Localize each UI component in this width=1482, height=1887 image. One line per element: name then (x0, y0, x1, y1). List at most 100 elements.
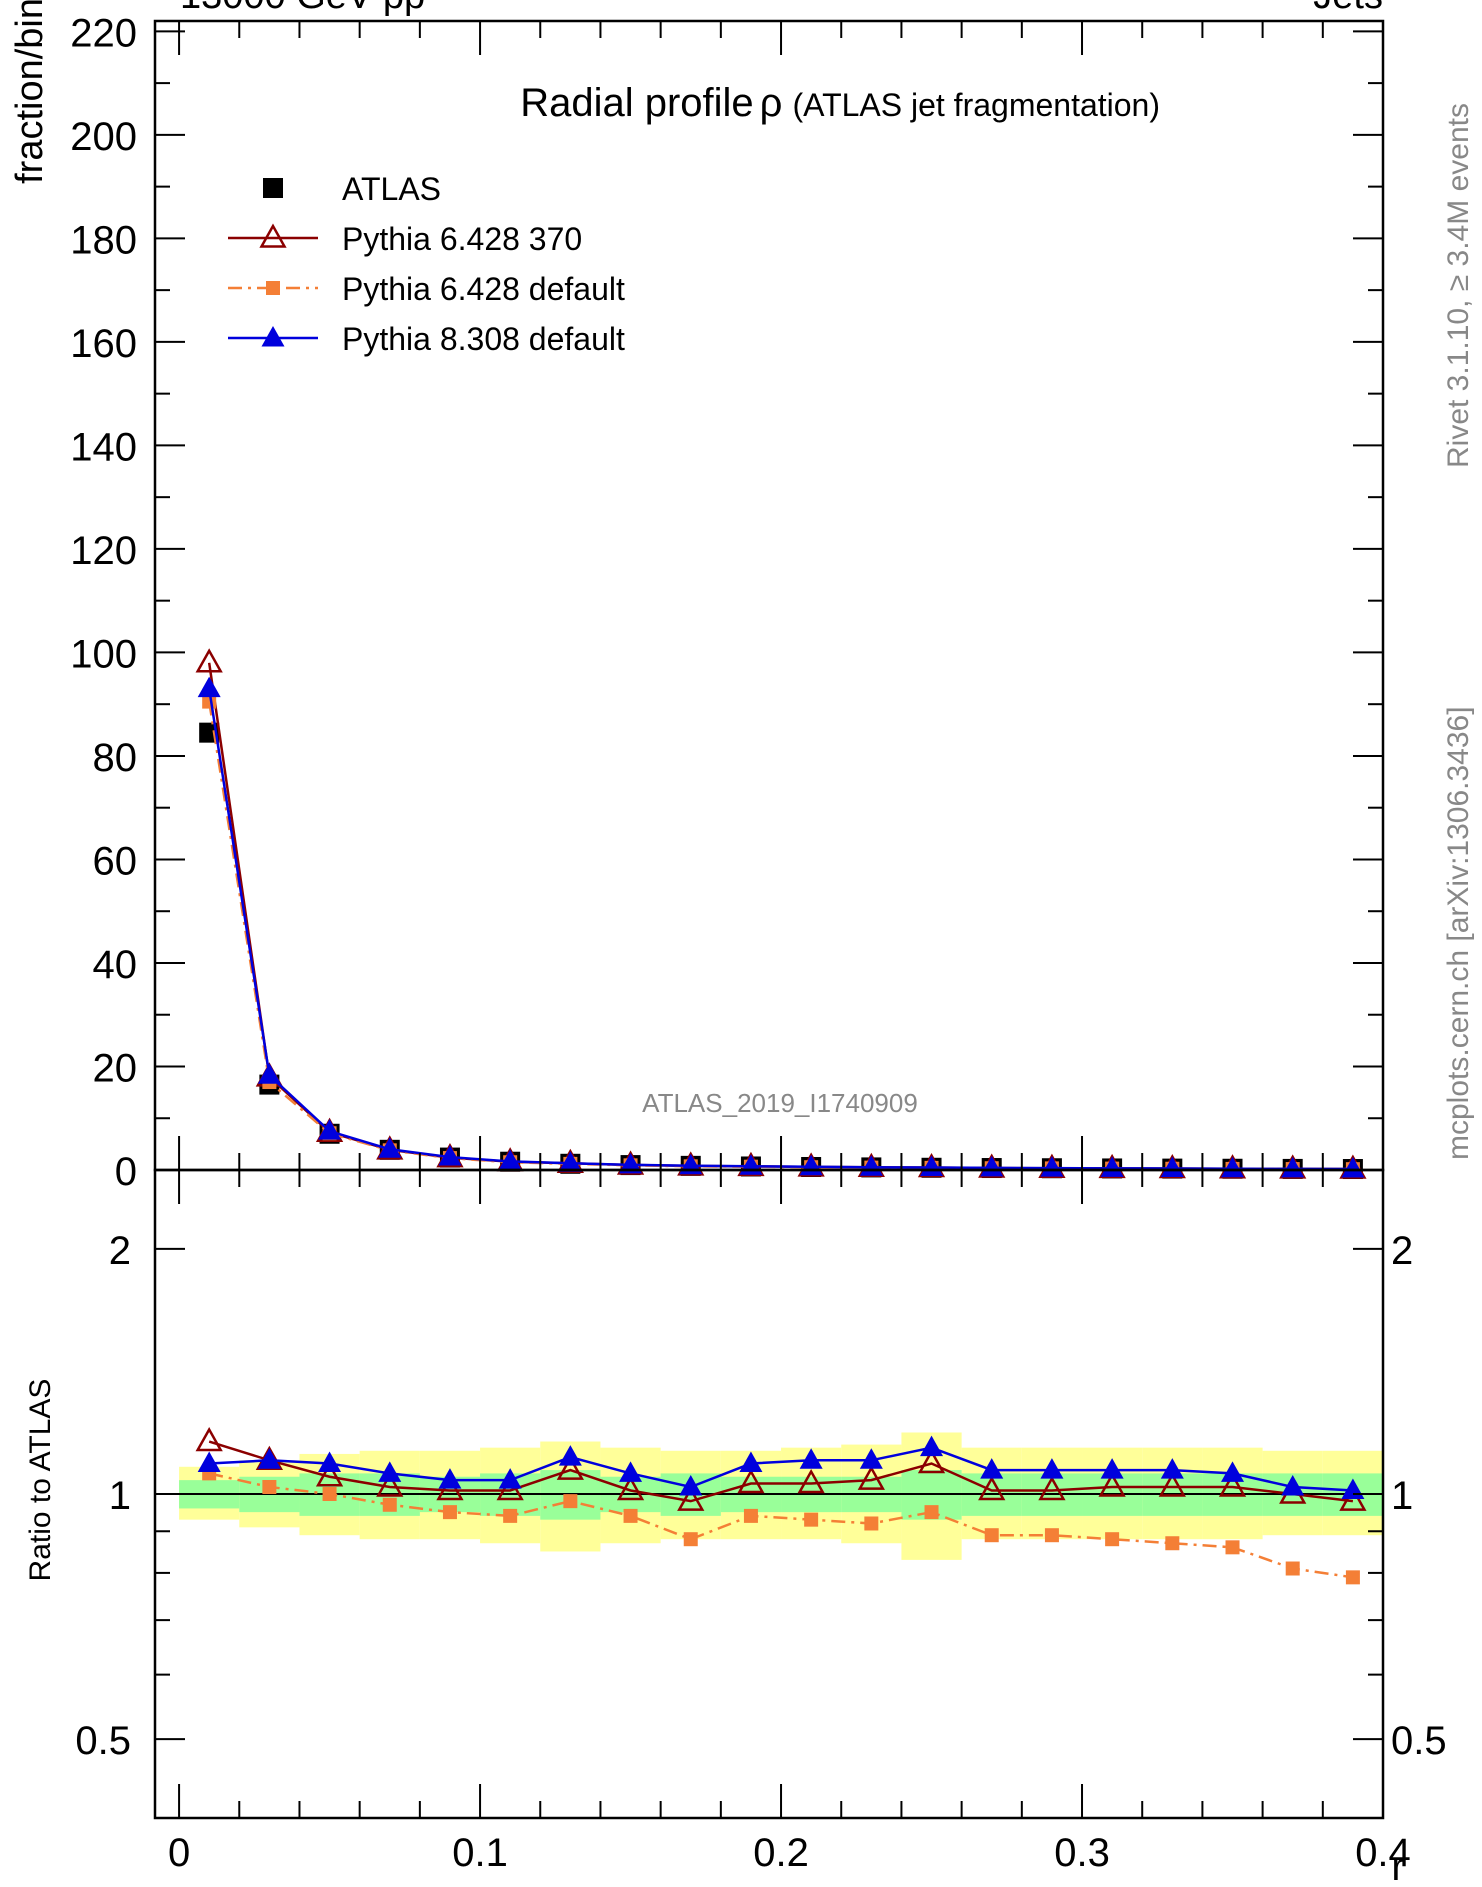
ratio-point-pythia-8-308-default (739, 1451, 763, 1473)
main-point-pythia-8-308-default (197, 676, 221, 698)
main-y-tick-label: 40 (93, 943, 138, 987)
ratio-point-pythia-8-308-default (558, 1445, 582, 1466)
ratio-point-pythia-8-308-default (859, 1448, 883, 1469)
ratio-point-pythia-8-308-default (257, 1448, 281, 1469)
main-point-pythia-8-308-default (257, 1063, 281, 1084)
ratio-point-pythia-6-428-370 (376, 1472, 404, 1497)
ratio-point-pythia-6-428-default (1345, 1570, 1360, 1585)
legend-label: Pythia 6.428 370 (342, 221, 582, 257)
ratio-point-pythia-8-308-default (498, 1468, 522, 1489)
ratio-point-pythia-6-428-default (864, 1516, 879, 1531)
main-point-pythia-8-308-default (1040, 1156, 1064, 1177)
ratio-point-pythia-8-308-default (980, 1458, 1004, 1479)
ratio-line-pythia-6-428-default (208, 1472, 1354, 1579)
main-point-pythia-8-308-default (378, 1137, 402, 1158)
main-point-pythia-8-308-default (1281, 1156, 1305, 1178)
ratio-point-pythia-6-428-default (1044, 1528, 1059, 1543)
analysis-tag: ATLAS_2019_I1740909 (642, 1088, 918, 1118)
ratio-point-pythia-6-428-370 (1339, 1486, 1367, 1511)
main-point-pythia-8-308-default (438, 1145, 462, 1166)
ratio-line-pythia-8-308-default (209, 1446, 1353, 1492)
main-point-pythia-8-308-default (619, 1152, 643, 1174)
ratio-point-pythia-6-428-default (623, 1508, 638, 1523)
ratio-y-tick-label-right: 1 (1391, 1474, 1413, 1518)
legend-label: Pythia 8.308 default (342, 321, 625, 357)
ratio-point-pythia-6-428-default (382, 1497, 397, 1512)
chart-title: Radial profile ρ (ATLAS jet fragmentation) (520, 81, 1160, 125)
ratio-point-pythia-8-308-default (318, 1451, 342, 1473)
ratio-point-pythia-8-308-default (1281, 1474, 1305, 1496)
ratio-y-axis-label: Ratio to ATLAS (24, 1379, 57, 1582)
main-y-axis-label: fraction/bin (9, 0, 51, 184)
main-y-tick-label: 220 (70, 11, 137, 55)
legend-marker (266, 281, 280, 295)
ratio-point-pythia-8-308-default (1160, 1458, 1184, 1479)
main-y-tick-label: 20 (93, 1046, 138, 1090)
ratio-point-pythia-8-308-default (197, 1451, 221, 1473)
ratio-y-tick-label-left: 1 (109, 1474, 131, 1518)
main-y-tick-label: 60 (93, 839, 138, 883)
legend-marker (261, 326, 285, 347)
main-y-tick-label: 180 (70, 218, 137, 262)
ratio-point-pythia-6-428-370 (315, 1462, 344, 1487)
ratio-point-pythia-6-428-default (1105, 1532, 1120, 1547)
ratio-point-pythia-6-428-370 (737, 1468, 765, 1494)
ratio-y-tick-label-left: 2 (109, 1229, 131, 1273)
legend-label: ATLAS (342, 171, 441, 207)
main-point-pythia-8-308-default (318, 1119, 342, 1140)
legend: ATLAS Pythia 6.428 370 Pythia 6.428 defaul… (228, 171, 625, 357)
plot-frame (153, 19, 1385, 1820)
main-y-tick-label: 100 (70, 632, 137, 676)
main-point-pythia-8-308-default (1160, 1156, 1184, 1177)
ratio-point-pythia-6-428-370 (1158, 1472, 1186, 1497)
x-tick-label: 0.1 (452, 1831, 508, 1875)
ratio-point-pythia-6-428-370 (677, 1486, 705, 1511)
x-tick-label: 0.3 (1054, 1831, 1110, 1875)
axis-ticks: 0 20 40 60 80 100 120 140 160 180 200 220 0 0.1 0.2 0.3… (70, 11, 1446, 1875)
ratio-point-pythia-8-308-default (679, 1474, 703, 1496)
ratio-point-pythia-8-308-default (799, 1448, 823, 1469)
x-tick-label: 0.4 (1355, 1831, 1411, 1875)
main-point-pythia-8-308-default (980, 1155, 1004, 1177)
main-point-pythia-8-308-default (1221, 1156, 1245, 1178)
legend-marker (263, 178, 283, 198)
header-energy: 13000 GeV pp (180, 0, 425, 17)
ratio-point-pythia-8-308-default (1100, 1458, 1124, 1479)
ratio-point-pythia-6-428-default (1165, 1536, 1180, 1551)
main-y-tick-label: 140 (70, 425, 137, 469)
ratio-point-pythia-6-428-370 (857, 1465, 885, 1490)
x-tick-label: 0 (168, 1831, 190, 1875)
ratio-point-pythia-6-428-default (1285, 1561, 1300, 1576)
ratio-point-pythia-6-428-default (1225, 1540, 1240, 1555)
main-panel-frame (153, 19, 1385, 1172)
main-point-pythia-8-308-default (558, 1151, 582, 1172)
ratio-point-pythia-6-428-default (503, 1508, 518, 1523)
ratio-point-pythia-8-308-default (378, 1461, 402, 1482)
ratio-point-pythia-6-428-default (984, 1528, 999, 1543)
main-y-tick-label: 120 (70, 529, 137, 573)
legend-label: Pythia 6.428 default (342, 271, 625, 307)
ratio-point-pythia-6-428-370 (1218, 1472, 1247, 1497)
main-y-tick-label: 200 (70, 115, 137, 159)
ratio-point-pythia-6-428-370 (195, 1426, 223, 1452)
ratio-point-pythia-8-308-default (1040, 1458, 1064, 1479)
x-axis-label: r (1391, 1845, 1404, 1887)
ratio-point-pythia-6-428-370 (1038, 1475, 1066, 1501)
mcplots-label: mcplots.cern.ch [arXiv:1306.3436] (1442, 706, 1475, 1160)
main-point-pythia-6-428-370 (195, 648, 223, 673)
ratio-point-pythia-6-428-370 (1098, 1472, 1126, 1497)
main-y-tick-label: 80 (93, 736, 138, 780)
ratio-point-pythia-6-428-370 (556, 1455, 584, 1480)
ratio-point-pythia-6-428-default (924, 1505, 939, 1520)
main-y-tick-label: 0 (115, 1150, 137, 1194)
ratio-point-pythia-6-428-370 (496, 1475, 524, 1501)
ratio-point-pythia-8-308-default (619, 1461, 643, 1482)
ratio-point-pythia-6-428-370 (917, 1448, 946, 1474)
ratio-point-pythia-8-308-default (920, 1435, 944, 1457)
legend-marker (259, 223, 287, 248)
header-process: Jets (1313, 0, 1383, 17)
ratio-line-pythia-6-428-370 (208, 1440, 1354, 1503)
main-point-pythia-8-308-default (1100, 1156, 1124, 1177)
ratio-point-pythia-6-428-default (442, 1505, 457, 1520)
ratio-point-pythia-6-428-default (683, 1532, 698, 1547)
